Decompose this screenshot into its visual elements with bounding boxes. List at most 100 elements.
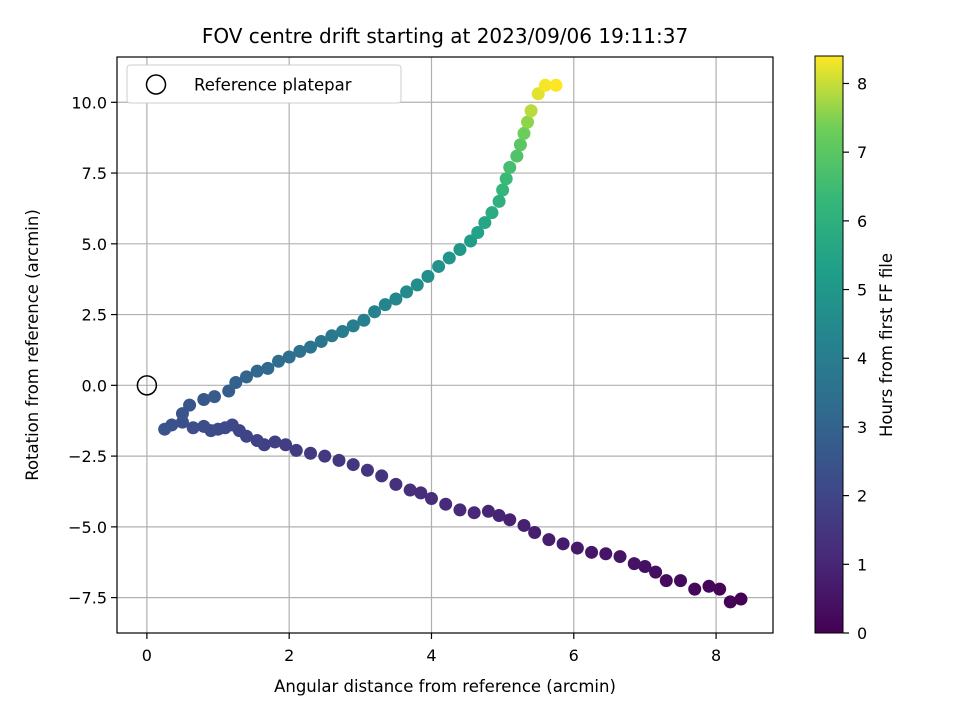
scatter-point <box>403 483 417 497</box>
scatter-point <box>389 477 403 491</box>
scatter-point <box>613 550 627 564</box>
scatter-point <box>538 78 552 92</box>
x-axis-ticks: 0 2 4 6 8 <box>142 633 721 665</box>
legend-box <box>126 64 402 104</box>
colorbar-tick-label: 2 <box>857 487 867 506</box>
scatter-point <box>360 463 374 477</box>
x-tick-label: 8 <box>711 646 721 665</box>
scatter-point <box>158 422 172 436</box>
scatter-point <box>186 421 200 435</box>
scatter-point <box>197 419 211 433</box>
scatter-point <box>585 545 599 559</box>
scatter-point <box>424 492 438 506</box>
scatter-point <box>556 537 570 551</box>
scatter-point <box>478 216 492 230</box>
plot-frame <box>116 56 774 634</box>
colorbar-tick-label: 3 <box>857 418 867 437</box>
scatter-point <box>250 434 264 448</box>
y-axis-ticks: −7.5 −5.0 −2.5 0.0 2.5 5.0 7.5 10.0 <box>68 93 117 608</box>
scatter-point <box>261 361 275 375</box>
scatter-point <box>688 582 702 596</box>
scatter-point <box>346 458 360 472</box>
x-axis-label: Angular distance from reference (arcmin) <box>274 677 616 696</box>
scatter-point <box>375 469 389 483</box>
scatter-point <box>485 206 499 220</box>
y-tick-label: 2.5 <box>82 306 107 325</box>
scatter-point <box>325 329 339 343</box>
scatter-point <box>638 559 652 573</box>
scatter-point <box>197 392 211 406</box>
scatter-point <box>471 225 485 239</box>
y-tick-label: 10.0 <box>71 93 107 112</box>
scatter-point <box>464 234 478 248</box>
scatter-point <box>542 533 556 547</box>
scatter-point <box>183 398 197 412</box>
scatter-point <box>467 506 481 520</box>
scatter-point <box>175 407 189 421</box>
scatter-point <box>318 449 332 463</box>
colorbar-ticks: 0 1 2 3 4 5 6 7 8 <box>843 74 867 643</box>
scatter-point <box>410 278 424 292</box>
scatter-point <box>517 126 531 140</box>
scatter-point <box>282 350 296 364</box>
colorbar-tick-label: 4 <box>857 349 867 368</box>
scatter-point <box>432 259 446 273</box>
y-tick-label: −7.5 <box>68 589 107 608</box>
scatter-point <box>503 513 517 527</box>
scatter-point <box>378 298 392 312</box>
y-tick-label: −5.0 <box>68 518 107 537</box>
scatter-point <box>599 547 613 561</box>
scatter-point <box>229 376 243 390</box>
scatter-point <box>627 557 641 571</box>
reference-platepar-marker <box>136 375 158 396</box>
scatter-point <box>268 435 282 449</box>
scatter-point <box>439 497 453 511</box>
scatter-point <box>481 504 495 518</box>
scatter-point <box>524 104 538 118</box>
scatter-point <box>713 582 727 596</box>
scatter-point <box>453 242 467 256</box>
colorbar-tick-label: 8 <box>857 74 867 93</box>
chart-title: FOV centre drift starting at 2023/09/06 … <box>202 24 688 48</box>
scatter-point <box>207 390 221 404</box>
scatter-point <box>528 526 542 540</box>
scatter-point <box>272 354 286 368</box>
scatter-point <box>239 370 253 384</box>
scatter-point <box>304 340 318 354</box>
legend: Reference platepar <box>126 64 402 104</box>
scatter-point <box>521 115 535 129</box>
scatter-point <box>400 285 414 299</box>
colorbar-tick-label: 1 <box>857 555 867 574</box>
scatter-point <box>499 172 513 186</box>
scatter-point <box>492 194 506 208</box>
scatter-point <box>723 595 737 609</box>
x-tick-label: 4 <box>426 646 436 665</box>
y-axis-label: Rotation from reference (arcmin) <box>23 209 42 481</box>
colorbar-label: Hours from first FF file <box>877 253 896 437</box>
scatter-point <box>510 149 524 163</box>
reference-marker-layer <box>136 375 158 396</box>
scatter-point <box>570 541 584 555</box>
scatter-point <box>314 334 328 348</box>
scatter-point <box>357 313 371 327</box>
y-tick-label: 0.0 <box>82 376 107 395</box>
scatter-point <box>702 579 716 593</box>
colorbar-tick-label: 5 <box>857 281 867 300</box>
scatter-point <box>496 183 510 197</box>
scatter-point <box>222 384 236 398</box>
scatter-point <box>346 319 360 333</box>
scatter-point <box>649 565 663 579</box>
scatter-point <box>442 251 456 265</box>
y-tick-label: −2.5 <box>68 447 107 466</box>
scatter-point <box>549 78 563 92</box>
x-tick-label: 0 <box>142 646 152 665</box>
colorbar-tick-label: 7 <box>857 143 867 162</box>
y-tick-label: 5.0 <box>82 235 107 254</box>
colorbar-gradient <box>814 55 844 634</box>
scatter-point <box>453 503 467 517</box>
scatter-point <box>389 292 403 306</box>
scatter-point <box>659 574 673 588</box>
scatter-point <box>336 325 350 339</box>
y-tick-label: 7.5 <box>82 164 107 183</box>
grid <box>117 57 773 633</box>
